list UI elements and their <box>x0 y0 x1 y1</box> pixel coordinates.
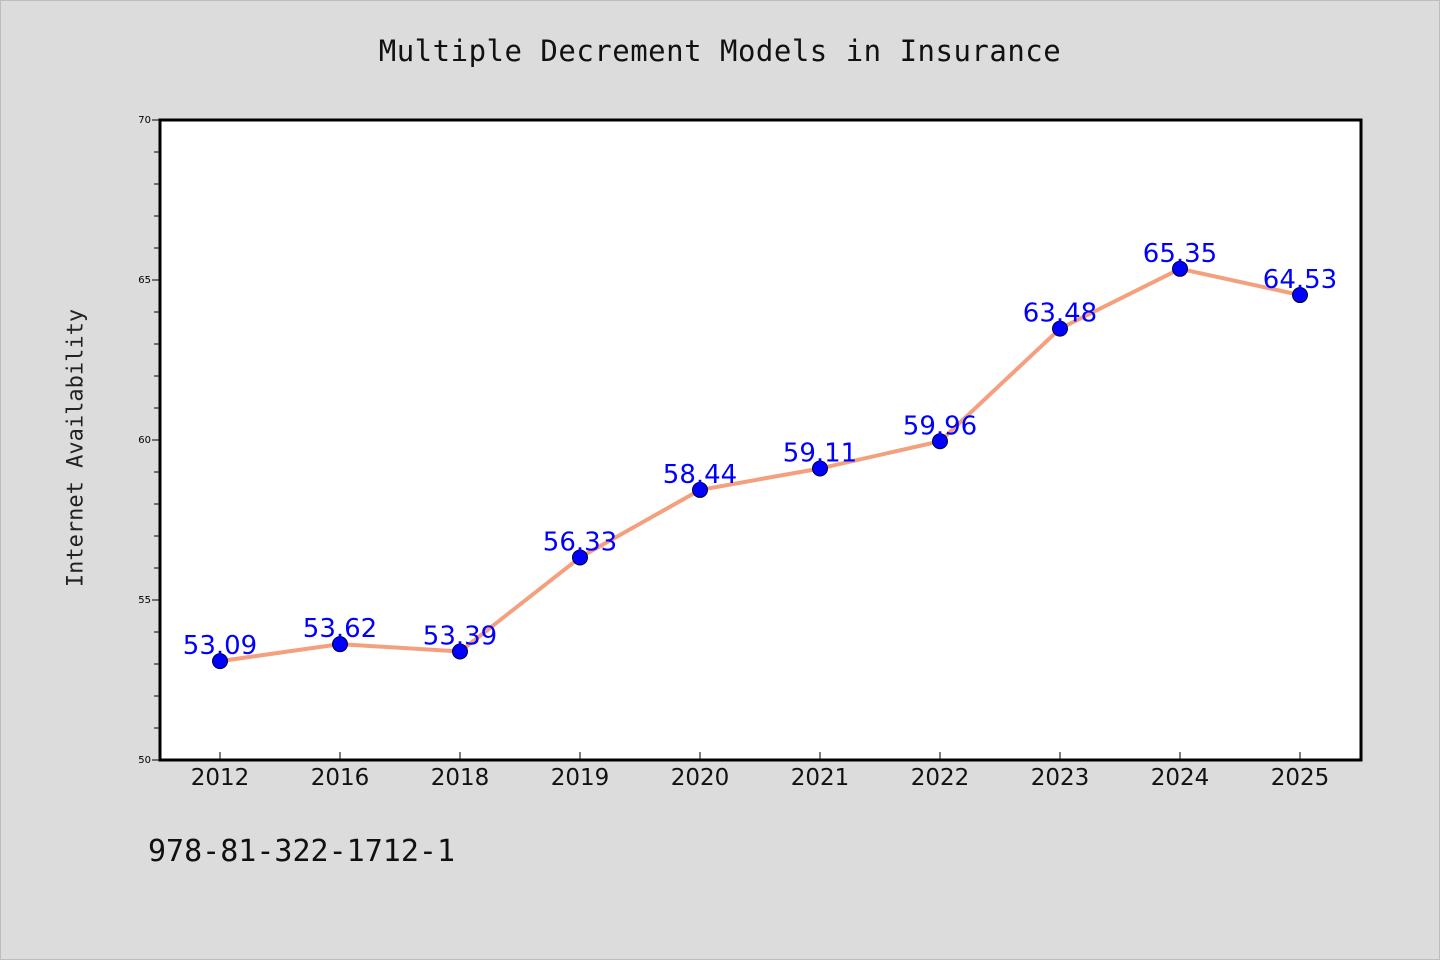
data-point <box>212 653 228 670</box>
x-tick-label: 2016 <box>311 765 370 791</box>
data-label: 56.33 <box>543 527 617 557</box>
data-label: 53.39 <box>423 622 497 652</box>
x-tick-label: 2022 <box>911 765 970 791</box>
data-point <box>1292 287 1308 304</box>
data-point <box>812 460 828 477</box>
plot-border <box>158 118 1363 762</box>
data-point <box>932 433 948 450</box>
data-label: 65.35 <box>1143 239 1217 269</box>
axis-ticks: 50 55 60 65 70 2012 2016 2018 2019 2020 2021 2022 20… <box>138 115 1329 791</box>
x-tick-label: 2025 <box>1271 765 1330 791</box>
y-tick-label: 70 <box>138 115 151 126</box>
data-point <box>332 636 348 653</box>
chart-title: Multiple Decrement Models in Insurance <box>378 34 1062 68</box>
y-tick-label: 50 <box>138 755 151 766</box>
x-tick-label: 2012 <box>191 765 250 791</box>
data-label: 59.96 <box>903 411 977 441</box>
y-tick-label: 55 <box>138 595 151 606</box>
data-label: 53.09 <box>183 631 257 661</box>
data-point <box>452 643 468 660</box>
data-label: 58.44 <box>663 460 737 490</box>
data-point <box>1172 260 1188 277</box>
x-tick-label: 2019 <box>551 765 610 791</box>
series-line <box>218 266 1302 664</box>
data-label: 64.53 <box>1263 265 1337 295</box>
data-label: 59.11 <box>783 438 857 468</box>
footer-isbn: 978-81-322-1712-1 <box>148 834 456 869</box>
data-labels-layer: 53.09 53.62 53.39 56.33 58.44 59.11 59.96 63.48… <box>183 239 1337 661</box>
plot-area <box>160 120 1361 760</box>
x-tick-label: 2020 <box>671 765 730 791</box>
data-point <box>692 481 708 498</box>
x-tick-label: 2021 <box>791 765 850 791</box>
data-point <box>572 549 588 566</box>
series-layer <box>212 260 1308 670</box>
data-label: 63.48 <box>1023 299 1097 329</box>
y-tick-label: 60 <box>138 435 151 446</box>
x-tick-label: 2023 <box>1031 765 1090 791</box>
y-tick-label: 65 <box>138 275 151 286</box>
data-label: 53.62 <box>303 614 377 644</box>
x-tick-label: 2018 <box>431 765 490 791</box>
x-tick-label: 2024 <box>1151 765 1210 791</box>
data-point <box>1052 320 1068 337</box>
